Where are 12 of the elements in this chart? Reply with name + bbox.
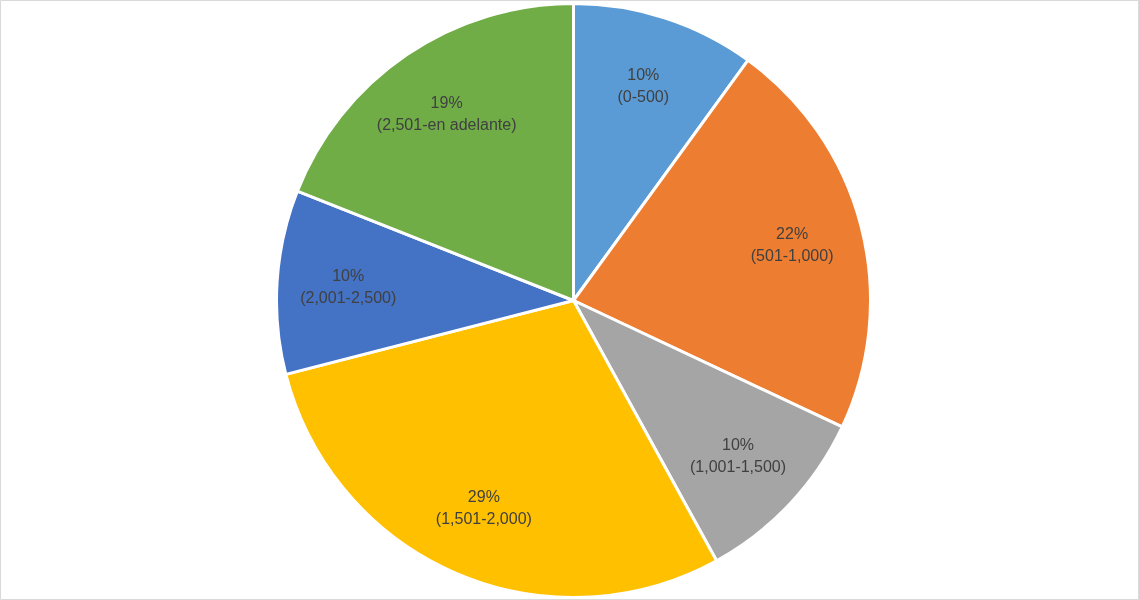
slice-label: (501-1,000) [750, 246, 834, 264]
data-label: 10% [332, 266, 365, 284]
data-label: 10% [627, 66, 660, 84]
slice-label: (2,001-2,500) [300, 288, 397, 306]
data-label: 22% [776, 224, 809, 242]
slice-label: (2,501-en adelante) [376, 116, 517, 134]
slice-label: (0-500) [617, 88, 670, 106]
data-label: 19% [430, 94, 463, 112]
slice-label: (1,001-1,500) [690, 457, 787, 475]
data-label: 29% [467, 488, 500, 506]
slice-label: (1,501-2,000) [435, 510, 532, 528]
data-label: 10% [722, 435, 755, 453]
